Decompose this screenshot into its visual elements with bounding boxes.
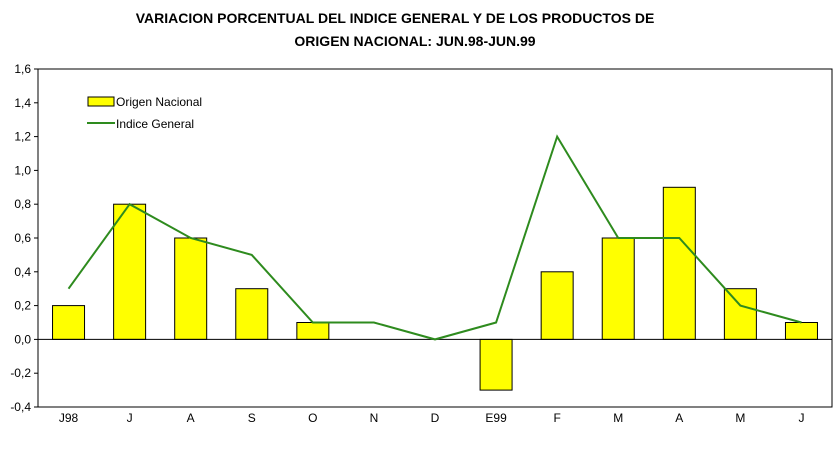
y-tick-label: 0,6 [14,231,31,245]
line-series [67,134,802,341]
y-tick-label: 1,6 [14,62,31,76]
y-tick-label: -0,4 [10,400,31,414]
bar [174,237,208,340]
y-tick-label: 0,0 [14,332,31,346]
bar [662,186,696,340]
x-tick-label: J [798,411,804,425]
plot-area [37,68,833,408]
x-tick-label: J [127,411,133,425]
x-tick-label: O [308,411,317,425]
x-tick-label: N [370,411,379,425]
x-tick-label: E99 [485,411,507,425]
chart-title-line-1: VARIACION PORCENTUAL DEL INDICE GENERAL … [136,10,655,26]
x-tick-label: S [248,411,256,425]
legend-label: Indice General [116,117,194,131]
bar [113,203,147,340]
bar [601,237,635,340]
bar [479,338,513,391]
chart-title-line-2: ORIGEN NACIONAL: JUN.98-JUN.99 [294,33,535,49]
x-tick-label: M [613,411,623,425]
y-tick-label: 0,2 [14,299,31,313]
x-tick-label: J98 [59,411,79,425]
bar [784,322,818,340]
bar [296,322,330,340]
y-tick-label: 0,8 [14,197,31,211]
bar [540,271,574,340]
y-tick-label: 0,4 [14,265,31,279]
y-tick-label: -0,2 [10,366,31,380]
bar [723,288,757,340]
legend-swatch-bar [87,96,115,107]
bar [235,288,269,340]
x-tick-label: A [675,411,683,425]
x-tick-label: D [431,411,440,425]
legend-label: Origen Nacional [116,95,202,109]
x-tick-label: A [187,411,195,425]
y-tick-label: 1,2 [14,130,31,144]
y-tick-label: 1,4 [14,96,31,110]
y-tick-label: 1,0 [14,163,31,177]
x-tick-label: M [735,411,745,425]
x-tick-label: F [553,411,560,425]
bar [52,305,86,340]
